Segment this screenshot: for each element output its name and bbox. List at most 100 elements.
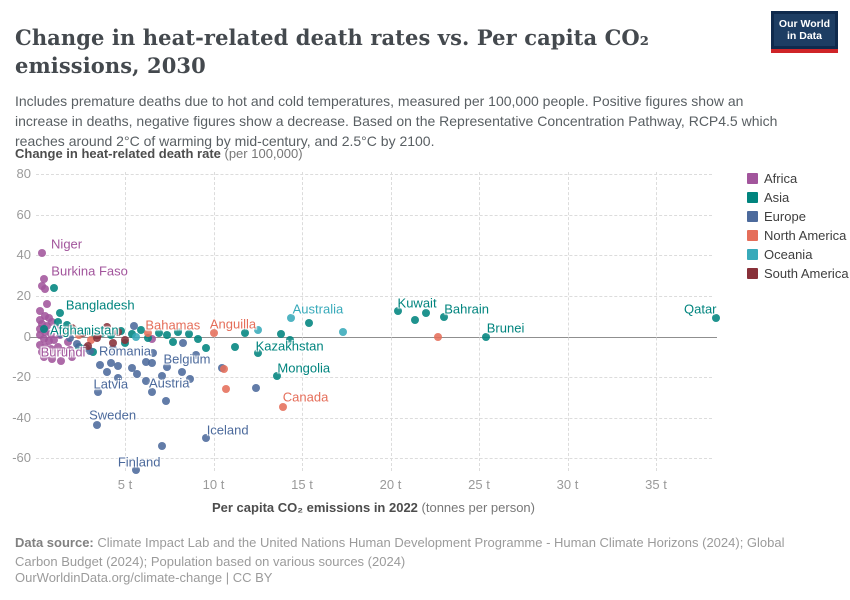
data-point[interactable] [287,314,296,323]
data-point[interactable] [142,357,151,366]
data-point[interactable] [158,372,167,381]
country-label[interactable]: Bahamas [145,317,201,333]
data-point[interactable] [46,330,55,339]
data-point[interactable] [482,332,491,341]
data-point[interactable] [39,325,48,334]
data-point[interactable] [253,348,262,357]
data-point[interactable] [338,328,347,337]
data-point[interactable] [106,331,115,340]
country-label[interactable]: Belgium [163,351,211,367]
data-point[interactable] [83,341,92,350]
country-label[interactable]: Australia [292,301,344,317]
data-point[interactable] [59,346,68,355]
country-label[interactable]: Anguilla [209,316,257,332]
country-label[interactable]: Canada [282,389,329,405]
country-label[interactable]: Burkina Faso [51,263,128,279]
country-label[interactable]: Romania [98,343,152,359]
data-point[interactable] [202,434,211,442]
data-point[interactable] [83,327,92,336]
data-point[interactable] [39,334,48,343]
legend-item-europe[interactable]: Europe [747,207,849,226]
country-label[interactable]: Sweden [89,407,137,423]
country-label[interactable]: Kazakhstan [255,338,324,354]
country-label[interactable]: Bangladesh [65,297,135,313]
data-point[interactable] [113,361,122,370]
data-point[interactable] [73,339,82,348]
country-label[interactable]: Brunei [486,320,525,336]
data-point[interactable] [273,372,282,381]
country-label[interactable]: Burundi [40,344,86,360]
data-point[interactable] [147,358,156,367]
legend-item-oceania[interactable]: Oceania [747,245,849,264]
country-label[interactable]: Niger [51,236,83,252]
data-point[interactable] [193,334,202,343]
data-point[interactable] [163,362,172,371]
data-point[interactable] [53,318,62,327]
data-point[interactable] [53,342,62,351]
data-point[interactable] [55,309,64,318]
data-point[interactable] [278,402,287,411]
data-point[interactable] [170,355,179,364]
data-point[interactable] [434,332,443,341]
data-point[interactable] [113,374,122,383]
data-point[interactable] [209,329,218,338]
data-point[interactable] [97,329,106,338]
data-point[interactable] [144,333,152,342]
data-point[interactable] [36,307,45,316]
data-point[interactable] [154,329,163,338]
data-point[interactable] [147,388,156,397]
country-label[interactable]: Qatar [683,301,717,317]
data-point[interactable] [108,344,117,353]
legend-item-asia[interactable]: Asia [747,188,849,207]
data-point[interactable] [253,326,262,335]
data-point[interactable] [62,321,71,330]
data-point[interactable] [712,314,721,323]
data-point[interactable] [94,331,103,340]
data-point[interactable] [46,344,55,353]
data-point[interactable] [39,274,48,283]
data-point[interactable] [411,316,420,325]
data-point[interactable] [85,346,94,355]
data-point[interactable] [50,349,59,358]
data-point[interactable] [179,338,188,347]
data-point[interactable] [103,323,112,332]
data-point[interactable] [50,335,59,344]
data-point[interactable] [186,375,195,384]
data-point[interactable] [94,388,103,397]
country-label[interactable]: Afghanistan [49,322,119,338]
data-point[interactable] [251,384,260,393]
data-point[interactable] [133,370,142,379]
data-point[interactable] [103,368,112,377]
data-point[interactable] [439,313,448,322]
data-point[interactable] [161,397,170,406]
data-point[interactable] [96,360,105,369]
country-label[interactable]: Finland [117,454,161,470]
data-point[interactable] [37,347,46,356]
data-point[interactable] [184,330,193,339]
data-point[interactable] [36,340,45,349]
data-point[interactable] [106,358,115,367]
data-point[interactable] [121,335,129,344]
country-label[interactable]: Kuwait [397,295,437,311]
country-label[interactable]: Iceland [206,422,249,438]
data-point[interactable] [41,342,50,351]
data-point[interactable] [158,442,167,451]
data-point[interactable] [129,322,138,331]
data-point[interactable] [108,338,117,347]
data-point[interactable] [37,320,46,329]
data-point[interactable] [41,284,50,293]
data-point[interactable] [37,249,46,258]
data-point[interactable] [285,335,294,344]
legend-item-africa[interactable]: Africa [747,169,849,188]
data-point[interactable] [221,385,230,394]
data-point[interactable] [67,352,76,361]
data-point[interactable] [78,329,87,338]
data-point[interactable] [142,377,151,386]
data-point[interactable] [136,326,145,335]
country-label[interactable]: Latvia [93,376,129,392]
data-point[interactable] [50,283,59,292]
country-label[interactable]: Mongolia [277,360,331,376]
data-point[interactable] [131,332,140,341]
data-point[interactable] [66,345,75,354]
country-label[interactable]: Austria [149,375,190,391]
